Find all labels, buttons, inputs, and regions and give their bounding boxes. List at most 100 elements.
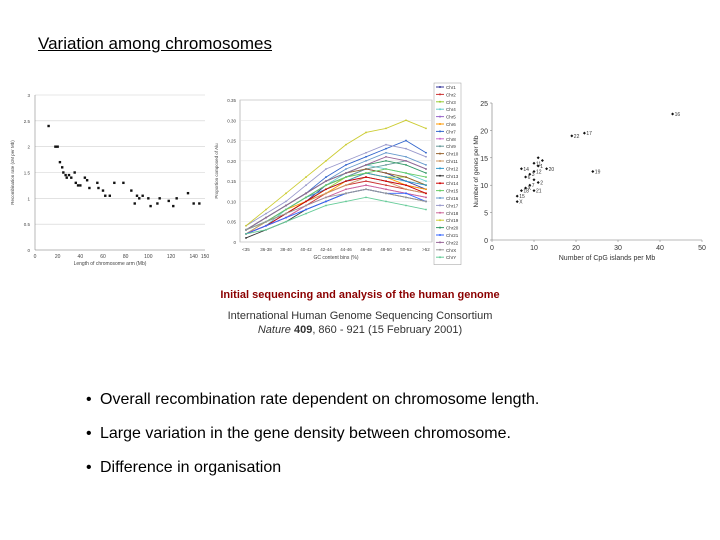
series-point <box>245 232 247 235</box>
series-point <box>325 204 327 207</box>
point-label: 18 <box>523 189 529 195</box>
legend-marker <box>439 219 441 222</box>
series-point <box>425 180 427 183</box>
legend-marker <box>439 182 441 185</box>
legend-label: Chr13 <box>446 174 459 179</box>
legend-marker <box>439 137 441 140</box>
series-point <box>385 155 387 158</box>
series-point <box>345 172 347 174</box>
series-point <box>325 188 327 191</box>
series-point <box>365 131 367 134</box>
series-point <box>325 200 327 203</box>
y-tick-label: 0 <box>233 240 236 245</box>
legend-label: Chr15 <box>446 189 459 194</box>
point-label: 22 <box>574 134 580 140</box>
x-tick-label: 40 <box>656 245 664 252</box>
x-tick-label: 50 <box>698 245 706 252</box>
data-point <box>147 197 150 200</box>
data-point <box>536 156 540 160</box>
y-axis-label: Proportion composed of Alu <box>214 143 219 199</box>
y-tick-label: 5 <box>484 211 488 218</box>
series-point <box>385 168 387 170</box>
data-point <box>519 189 523 193</box>
legend-label: Chr14 <box>446 181 459 186</box>
series-point <box>405 192 407 195</box>
bullet-item: • Large variation in the gene density bet… <box>86 425 511 442</box>
data-point <box>186 191 190 195</box>
x-tick-label: 46-48 <box>360 247 372 252</box>
series-point <box>405 164 407 166</box>
series-point <box>365 151 367 154</box>
data-point <box>67 173 71 177</box>
series-point <box>245 224 247 227</box>
bullet-text: Large variation in the gene density betw… <box>100 425 511 442</box>
legend-box <box>433 82 462 265</box>
data-point <box>532 170 536 173</box>
y-tick-label: 0 <box>27 248 30 253</box>
data-point <box>570 134 574 138</box>
legend-marker <box>439 241 441 244</box>
series-line <box>245 144 427 227</box>
series-point <box>405 176 407 178</box>
x-axis-label: Number of CpG islands per Mb <box>559 255 656 262</box>
x-tick-label: 60 <box>100 254 106 260</box>
series-point <box>265 224 267 227</box>
series-point <box>365 159 367 162</box>
x-tick-label: 40-42 <box>300 247 312 252</box>
caption-rest: , 860 - 921 (15 February 2001) <box>312 324 463 336</box>
figure-panel: 00.511.522.530 20 40 60 80 100 120 140 150Length… <box>10 82 706 267</box>
y-axis-label: Recombination rate (cM per Mb) <box>10 140 15 205</box>
legend-label: ChrX <box>446 248 456 253</box>
legend-marker <box>439 248 441 251</box>
series-point <box>345 180 347 183</box>
series-point <box>265 220 267 223</box>
legend-marker <box>439 108 441 111</box>
x-axis-label: Length of chromosome arm (Mb) <box>74 261 147 267</box>
legend-label: Chr8 <box>446 137 456 142</box>
point-label: X <box>519 200 523 206</box>
data-point <box>104 194 107 197</box>
data-point <box>96 181 99 185</box>
y-tick-label: 0.10 <box>227 199 236 204</box>
data-point <box>54 145 57 148</box>
legend-label: Chr2 <box>446 92 456 97</box>
chart-recombination: 0 0.5 1 1.5 2 2.5 3 0 20 40 60 80 100 120 140 150 Length… <box>10 93 209 267</box>
series-point <box>405 172 407 174</box>
x-tick-label: 44-46 <box>340 247 352 252</box>
series-point <box>305 196 307 199</box>
legend-marker <box>439 160 441 162</box>
series-line <box>245 196 427 235</box>
series-point <box>285 208 287 211</box>
data-point <box>536 180 540 184</box>
series-point <box>425 192 427 195</box>
x-tick-label: 100 <box>144 254 153 260</box>
series-line <box>245 188 427 231</box>
series-point <box>405 184 407 187</box>
y-tick-label: 0.05 <box>227 220 236 225</box>
y-tick-label: 1 <box>27 196 30 201</box>
series-point <box>425 155 427 158</box>
bullet-item: • Difference in organisation <box>86 459 282 476</box>
series-point <box>305 208 307 211</box>
series-point <box>305 212 307 215</box>
data-point <box>515 194 519 198</box>
y-tick-label: 2 <box>27 145 30 150</box>
series-point <box>405 155 407 158</box>
data-point <box>56 145 59 148</box>
series-point <box>385 200 387 203</box>
legend-label: Chr20 <box>446 226 459 231</box>
x-tick-label: 40 <box>78 254 84 260</box>
bullet-list: • Overall recombination rate dependent on… <box>86 390 539 492</box>
series-point <box>425 196 427 199</box>
chart-alu-gc: 0 0.05 0.10 0.15 0.20 0.25 0.30 0.35 <35 36-38 38-… <box>214 82 462 265</box>
data-point <box>58 160 62 164</box>
data-point <box>85 179 89 182</box>
series-point <box>385 143 387 146</box>
series-point <box>365 164 367 166</box>
data-point <box>133 202 136 205</box>
data-point <box>671 112 675 116</box>
y-tick-label: 0.5 <box>24 222 31 227</box>
y-tick-label: 1.5 <box>24 171 31 176</box>
point-label: 7 <box>532 183 535 189</box>
y-tick-label: 0 <box>484 238 488 245</box>
